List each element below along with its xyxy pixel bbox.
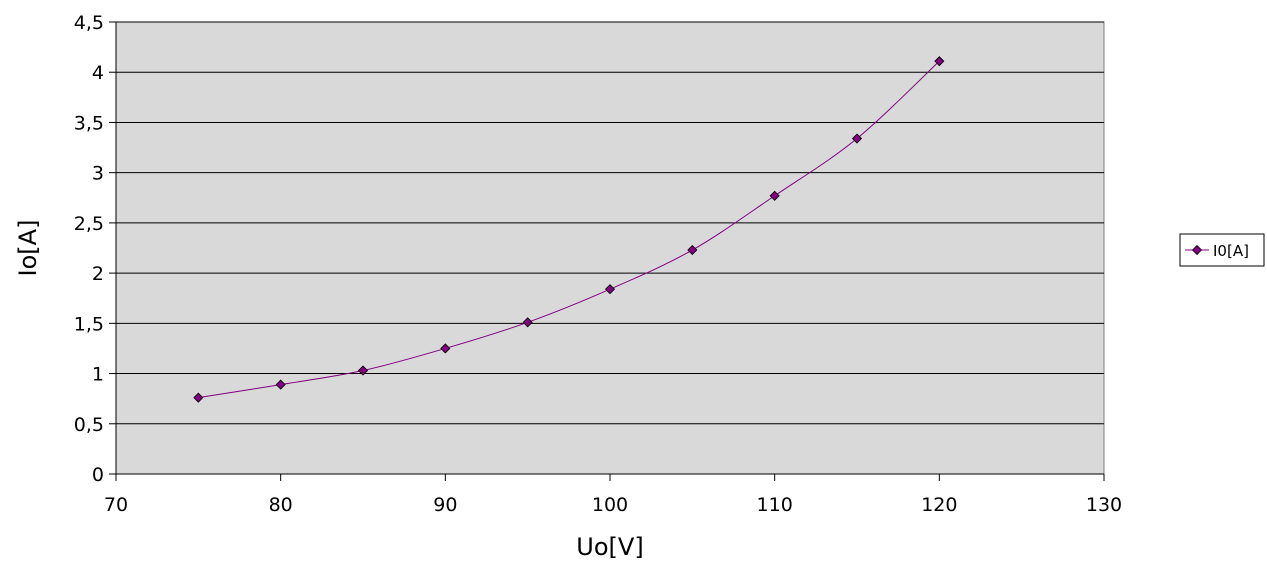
x-axis-title: Uo[V]	[576, 533, 643, 561]
y-tick-labels: 0 0,5 1 1,5 2 2,5 3 3,5 4 4,5	[74, 12, 104, 486]
x-tick-labels: 70 80 90 100 110 120 130	[104, 494, 1122, 516]
y-tick-label: 4,5	[74, 12, 104, 34]
y-tick-label: 3	[92, 163, 104, 185]
x-tick-label: 90	[433, 494, 457, 516]
y-tick-label: 2	[92, 263, 104, 285]
data-point	[934, 56, 945, 67]
axes	[109, 21, 1105, 481]
legend-marker	[1191, 244, 1203, 256]
y-tick-label: 0,5	[74, 414, 104, 436]
data-point	[275, 379, 286, 390]
legend-label: I0[A]	[1213, 242, 1249, 260]
data-point	[193, 392, 204, 403]
legend: I0[A]	[1179, 233, 1265, 267]
y-tick-label: 3,5	[74, 112, 104, 134]
y-tick-label: 4	[92, 62, 104, 84]
data-point	[687, 244, 698, 256]
y-tick-label: 1,5	[74, 313, 104, 335]
data-point	[769, 190, 780, 201]
data-point	[357, 365, 369, 376]
x-tick-label: 120	[921, 494, 957, 516]
plot-area	[115, 21, 1105, 475]
series-line	[198, 60, 940, 399]
y-axis-title: Io[A]	[14, 220, 42, 277]
y-tick-label: 1	[92, 364, 104, 386]
series-layer	[193, 56, 945, 403]
x-tick-label: 100	[592, 494, 628, 516]
data-point	[440, 343, 451, 354]
data-point	[522, 317, 533, 328]
y-tick-label: 0	[92, 464, 104, 486]
x-tick-label: 80	[269, 494, 293, 516]
x-tick-label: 110	[757, 494, 793, 516]
x-tick-label: 70	[104, 494, 128, 516]
y-tick-label: 2,5	[74, 213, 104, 235]
gridlines	[116, 21, 1104, 425]
data-point	[604, 284, 616, 295]
x-tick-label: 130	[1086, 494, 1122, 516]
data-point	[851, 133, 863, 144]
